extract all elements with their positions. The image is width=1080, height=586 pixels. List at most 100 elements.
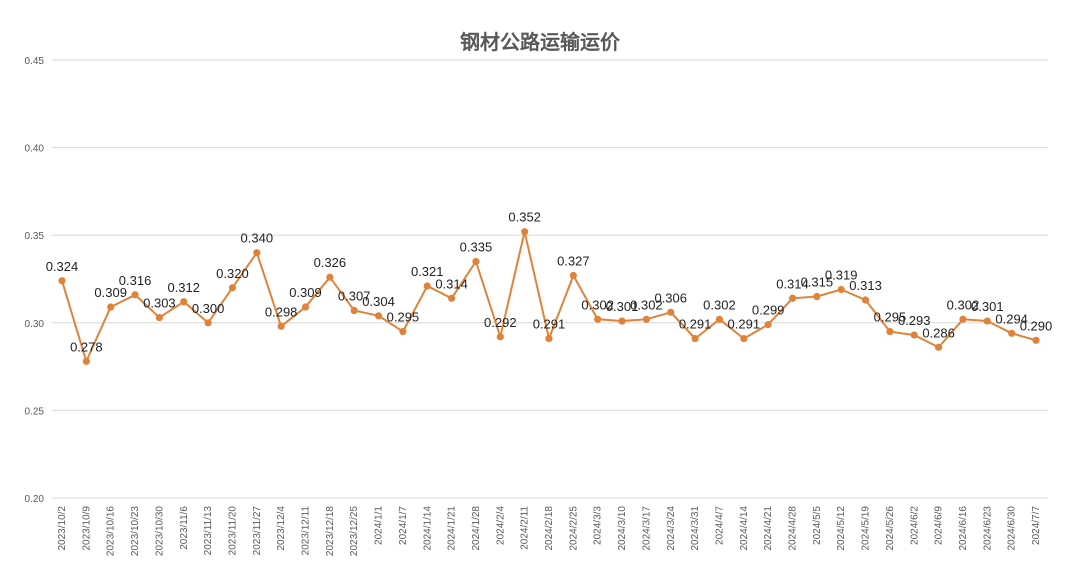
data-point (521, 228, 529, 236)
x-tick-label: 2023/10/2 (57, 506, 68, 551)
data-label: 0.278 (70, 339, 103, 354)
x-tick-label: 2024/2/18 (544, 506, 555, 551)
data-point (983, 317, 991, 325)
data-point (253, 249, 261, 257)
data-label: 0.300 (192, 301, 225, 316)
data-label: 0.291 (728, 317, 761, 332)
y-tick-label: 0.35 (25, 231, 45, 242)
y-axis-ticks: 0.20 0.25 0.30 0.35 0.40 0.45 (25, 56, 45, 505)
chart-title: 钢材公路运输运价 (460, 30, 621, 54)
x-tick-label: 2024/6/30 (1007, 506, 1018, 551)
data-label: 0.286 (922, 325, 955, 340)
x-tick-label: 2023/12/18 (325, 506, 336, 556)
data-point (277, 322, 285, 330)
data-point (131, 291, 139, 299)
x-axis-ticks: 2023/10/2 2023/10/9 2023/10/16 2023/10/23 20… (57, 506, 1042, 556)
data-point (472, 257, 480, 266)
data-label: 0.319 (825, 268, 858, 283)
x-tick-label: 2024/4/28 (788, 506, 799, 551)
data-label: 0.302 (947, 297, 980, 312)
x-tick-label: 2023/10/16 (106, 506, 117, 556)
data-label: 0.309 (289, 285, 322, 300)
data-point (399, 327, 407, 336)
data-point (545, 334, 553, 343)
x-tick-label: 2024/2/4 (495, 506, 506, 545)
x-tick-label: 2023/12/25 (349, 506, 360, 556)
x-tick-label: 2024/1/28 (471, 506, 482, 551)
x-tick-label: 2024/3/3 (593, 506, 604, 545)
x-tick-label: 2024/1/7 (398, 506, 409, 545)
x-tick-label: 2024/5/19 (861, 506, 872, 551)
data-point (1008, 329, 1016, 337)
data-label: 0.309 (94, 285, 127, 300)
data-label: 0.290 (1020, 318, 1053, 333)
data-point (228, 284, 237, 292)
data-label: 0.291 (533, 317, 566, 332)
x-tick-label: 2023/12/11 (301, 506, 312, 556)
y-tick-label: 0.45 (25, 56, 45, 67)
x-tick-label: 2024/6/9 (934, 506, 945, 545)
x-tick-label: 2024/2/11 (520, 506, 531, 550)
x-tick-label: 2024/6/2 (909, 506, 920, 545)
data-point (959, 315, 967, 323)
data-point (155, 313, 163, 322)
x-tick-label: 2024/2/25 (568, 506, 579, 551)
data-point (180, 298, 188, 306)
data-point (788, 294, 797, 302)
data-label: 0.301 (971, 299, 1004, 314)
data-label: 0.352 (508, 210, 541, 225)
data-label: 0.292 (484, 315, 517, 330)
data-label: 0.320 (216, 266, 249, 281)
x-tick-label: 2024/7/7 (1031, 506, 1042, 545)
x-tick-label: 2023/12/4 (276, 506, 287, 551)
y-tick-label: 0.20 (25, 494, 45, 505)
x-tick-label: 2023/11/6 (179, 506, 190, 550)
data-point (886, 327, 894, 336)
data-label: 0.321 (411, 264, 444, 279)
data-point (667, 308, 675, 316)
data-point (764, 320, 772, 329)
data-label: 0.307 (338, 289, 371, 304)
x-tick-label: 2023/10/23 (130, 506, 141, 556)
x-tick-label: 2023/10/9 (81, 506, 92, 551)
data-point (935, 343, 943, 351)
x-tick-label: 2024/4/21 (763, 506, 774, 551)
data-label: 0.340 (241, 231, 274, 246)
x-tick-label: 2024/4/14 (739, 506, 750, 551)
y-tick-label: 0.25 (25, 406, 45, 417)
data-label: 0.294 (995, 311, 1028, 326)
data-label: 0.312 (167, 280, 200, 295)
x-tick-label: 2024/5/26 (885, 506, 896, 551)
data-point (326, 273, 334, 281)
data-label: 0.303 (143, 296, 176, 311)
data-point (569, 271, 577, 280)
data-label: 0.314 (435, 276, 468, 291)
data-points (58, 228, 1040, 365)
data-label: 0.306 (654, 290, 687, 305)
data-point (618, 317, 626, 325)
data-label: 0.314 (776, 276, 809, 291)
data-label: 0.327 (557, 253, 590, 268)
data-point (204, 319, 212, 327)
data-point (58, 277, 66, 285)
x-tick-label: 2023/10/30 (154, 506, 165, 556)
data-label: 0.335 (460, 239, 493, 254)
x-tick-label: 2024/6/23 (982, 506, 993, 551)
data-point (82, 357, 90, 365)
data-label: 0.295 (874, 310, 907, 325)
data-point (107, 303, 115, 311)
data-point (350, 306, 358, 315)
data-label: 0.313 (849, 278, 882, 293)
data-label: 0.326 (314, 255, 347, 270)
data-label: 0.316 (119, 273, 152, 288)
x-tick-label: 2023/11/13 (203, 506, 214, 556)
data-point (1032, 336, 1040, 344)
data-label: 0.293 (898, 313, 931, 328)
gridlines (52, 59, 1048, 499)
x-tick-label: 2024/5/12 (836, 506, 847, 551)
x-tick-label: 2024/5/5 (812, 506, 823, 545)
data-point (448, 294, 456, 302)
x-tick-label: 2024/4/7 (714, 506, 725, 545)
